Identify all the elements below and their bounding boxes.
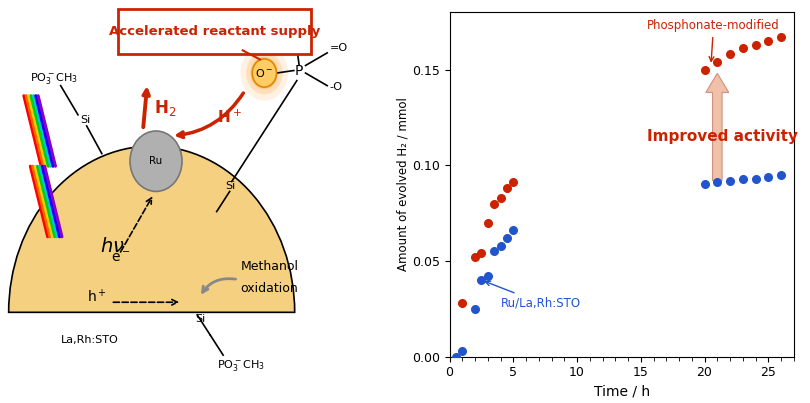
Text: H$_2$: H$_2$ bbox=[154, 98, 177, 118]
Text: Accelerated reactant supply: Accelerated reactant supply bbox=[109, 25, 320, 38]
Circle shape bbox=[252, 59, 276, 87]
FancyBboxPatch shape bbox=[118, 8, 311, 54]
Text: Methanol: Methanol bbox=[241, 260, 299, 272]
Text: h$^+$: h$^+$ bbox=[87, 288, 107, 305]
Text: =O: =O bbox=[330, 44, 347, 53]
Text: -O: -O bbox=[330, 82, 343, 91]
Text: P: P bbox=[295, 64, 303, 77]
Text: Ru/La,Rh:STO: Ru/La,Rh:STO bbox=[485, 281, 581, 310]
Text: H$^+$: H$^+$ bbox=[217, 109, 241, 127]
Text: O$^-$: O$^-$ bbox=[255, 67, 273, 79]
Y-axis label: Amount of evolved H₂ / mmol: Amount of evolved H₂ / mmol bbox=[396, 98, 409, 271]
X-axis label: Time / h: Time / h bbox=[594, 385, 650, 399]
Circle shape bbox=[246, 52, 283, 94]
Circle shape bbox=[241, 45, 288, 101]
Text: e$^-$: e$^-$ bbox=[110, 251, 130, 265]
Text: Si: Si bbox=[195, 314, 205, 324]
Text: -: - bbox=[292, 34, 297, 48]
Text: Si: Si bbox=[225, 181, 236, 191]
FancyArrow shape bbox=[706, 73, 729, 181]
Text: $h\nu$: $h\nu$ bbox=[100, 237, 125, 256]
Text: Phosphonate-modified: Phosphonate-modified bbox=[647, 19, 780, 61]
Text: Si: Si bbox=[80, 115, 91, 125]
Text: PO$_3^-$CH$_3$: PO$_3^-$CH$_3$ bbox=[30, 71, 79, 85]
Text: La,Rh:STO: La,Rh:STO bbox=[61, 334, 118, 345]
Circle shape bbox=[130, 131, 182, 191]
Text: Ru: Ru bbox=[149, 156, 163, 166]
Text: PO$_3^-$CH$_3$: PO$_3^-$CH$_3$ bbox=[217, 358, 265, 373]
Text: oxidation: oxidation bbox=[241, 282, 298, 295]
Circle shape bbox=[250, 57, 278, 89]
Text: Improved activity: Improved activity bbox=[647, 129, 798, 144]
Wedge shape bbox=[9, 146, 295, 312]
